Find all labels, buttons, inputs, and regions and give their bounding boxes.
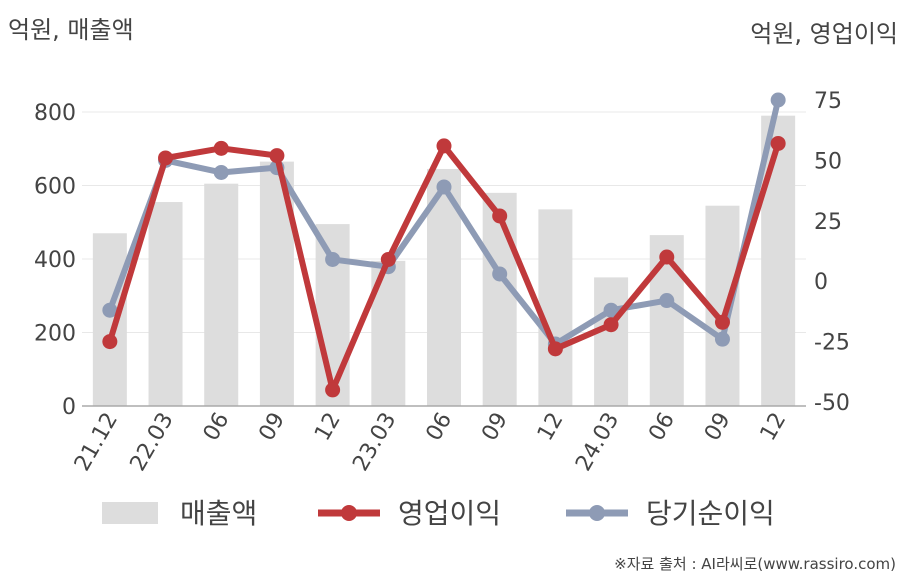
revenue-bar (538, 209, 573, 406)
series-point (158, 150, 174, 166)
series-point (770, 135, 786, 151)
legend-label-net: 당기순이익 (646, 497, 775, 530)
left-tick-label: 400 (34, 248, 76, 273)
profit-lines (102, 92, 786, 398)
revenue-bar (204, 183, 239, 406)
revenue-bar (92, 233, 127, 406)
series-point (102, 334, 118, 350)
right-tick-label: 0 (814, 270, 828, 295)
x-tick-label: 09 (254, 409, 290, 446)
series-point (492, 208, 508, 224)
series-point (213, 140, 229, 156)
series-point (102, 302, 118, 318)
series-point (547, 341, 563, 357)
series-point (213, 164, 229, 180)
series-point (436, 179, 452, 195)
left-tick-label: 600 (34, 175, 76, 200)
left-tick-label: 200 (34, 322, 76, 347)
x-tick-label: 22.03 (126, 409, 179, 476)
left-axis-unit: 억원, 매출액 (8, 16, 134, 44)
x-tick-label: 23.03 (348, 409, 401, 476)
right-tick-label: 50 (814, 149, 842, 174)
source-note: ※자료 출처 : AI라씨로(www.rassiro.com) (614, 555, 896, 573)
left-tick-label: 800 (34, 101, 76, 126)
left-tick-label: 0 (62, 395, 76, 420)
legend-marker-net (589, 505, 605, 521)
right-axis-unit: 억원, 영업이익 (750, 20, 898, 48)
x-tick-label: 06 (422, 409, 458, 446)
x-tick-label: 24.03 (571, 409, 624, 476)
series-point (603, 302, 619, 318)
legend: 매출액 영업이익 당기순이익 (102, 497, 775, 530)
x-tick-label: 09 (700, 409, 736, 446)
series-point (659, 249, 675, 265)
right-tick-label: 75 (814, 89, 842, 114)
series-point (492, 266, 508, 282)
x-tick-label: 06 (644, 409, 680, 446)
legend-swatch-revenue (102, 502, 158, 524)
revenue-bar (761, 115, 796, 407)
series-point (659, 293, 675, 309)
right-tick-label: -25 (814, 331, 850, 356)
series-point (325, 382, 341, 398)
series-point (269, 148, 285, 164)
series-point (603, 317, 619, 333)
series-point (380, 251, 396, 267)
revenue-bar (594, 277, 629, 406)
series-point (770, 92, 786, 108)
right-tick-label: 25 (814, 210, 842, 235)
legend-label-operating: 영업이익 (398, 497, 501, 530)
series-point (436, 138, 452, 154)
series-point (714, 314, 730, 330)
revenue-bars (92, 115, 796, 407)
x-tick-label: 21.12 (70, 409, 123, 476)
x-tick-label: 12 (310, 409, 346, 446)
x-tick-label: 12 (756, 409, 792, 446)
series-point (325, 251, 341, 267)
series-point (714, 331, 730, 347)
x-tick-label: 06 (199, 409, 235, 446)
legend-marker-operating (341, 505, 357, 521)
right-tick-label: -50 (814, 391, 850, 416)
revenue-bar (148, 202, 183, 406)
legend-label-revenue: 매출액 (180, 497, 257, 530)
x-tick-label: 12 (533, 409, 569, 446)
revenue-bar (482, 192, 517, 406)
x-tick-label: 09 (477, 409, 513, 446)
